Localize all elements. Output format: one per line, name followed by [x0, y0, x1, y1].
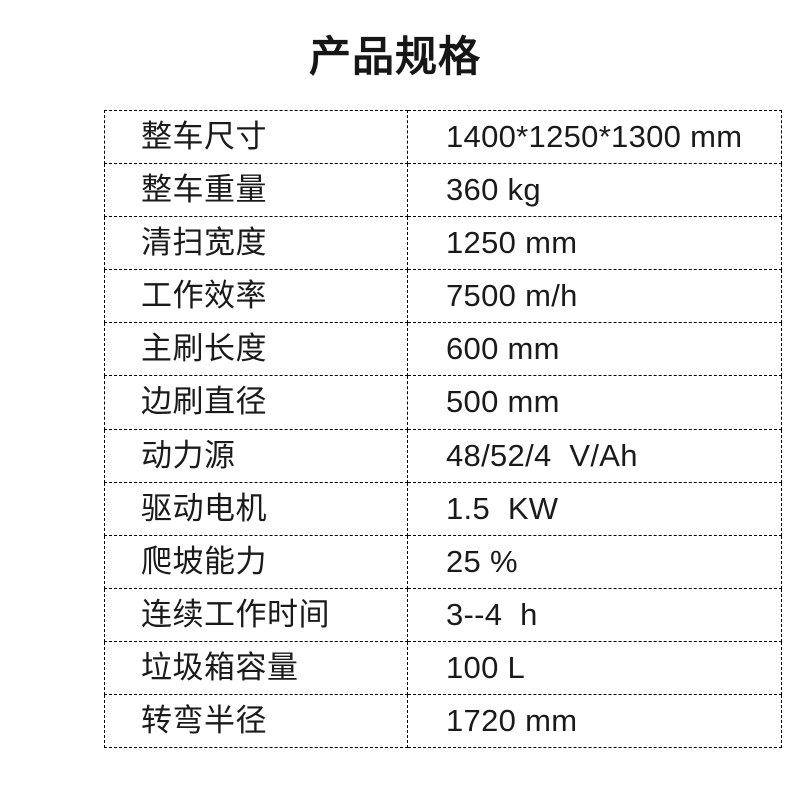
table-row: 垃圾箱容量 100 L [104, 640, 782, 696]
spec-value: 1.5 KW [407, 481, 782, 536]
spec-value: 7500 m/h [407, 269, 782, 324]
spec-value: 1720 mm [407, 694, 782, 749]
spec-label: 清扫宽度 [104, 216, 408, 271]
spec-label: 驱动电机 [104, 481, 408, 536]
table-row: 工作效率 7500 m/h [104, 269, 782, 324]
table-row: 边刷直径 500 mm [104, 375, 782, 430]
spec-label: 转弯半径 [104, 694, 408, 749]
spec-value: 360 kg [407, 163, 782, 218]
table-row: 主刷长度 600 mm [104, 322, 782, 377]
spec-value: 3--4 h [407, 587, 782, 642]
table-row: 驱动电机 1.5 KW [104, 481, 782, 536]
table-row: 动力源 48/52/4 V/Ah [104, 428, 782, 483]
table-row: 连续工作时间 3--4 h [104, 587, 782, 642]
spec-label: 工作效率 [104, 269, 408, 324]
specification-table: 整车尺寸 1400*1250*1300 mm 整车重量 360 kg 清扫宽度 … [104, 109, 782, 749]
spec-label: 爬坡能力 [104, 534, 408, 589]
spec-label: 垃圾箱容量 [104, 640, 408, 696]
spec-label: 主刷长度 [104, 322, 408, 377]
table-row: 整车尺寸 1400*1250*1300 mm [104, 109, 782, 165]
spec-label: 整车重量 [104, 163, 408, 218]
spec-value: 500 mm [407, 375, 782, 430]
table-row: 清扫宽度 1250 mm [104, 216, 782, 271]
spec-value: 100 L [407, 640, 782, 696]
spec-value: 600 mm [407, 322, 782, 377]
table-row: 转弯半径 1720 mm [104, 694, 782, 749]
spec-value: 1400*1250*1300 mm [407, 109, 782, 165]
spec-label: 边刷直径 [104, 375, 408, 430]
spec-value: 1250 mm [407, 216, 782, 271]
page-title: 产品规格 [308, 33, 481, 80]
spec-value: 48/52/4 V/Ah [407, 428, 782, 483]
table-row: 整车重量 360 kg [104, 163, 782, 218]
spec-label: 整车尺寸 [104, 109, 408, 165]
specification-table-body: 整车尺寸 1400*1250*1300 mm 整车重量 360 kg 清扫宽度 … [104, 109, 782, 749]
spec-label: 动力源 [104, 428, 408, 483]
spec-label: 连续工作时间 [104, 587, 408, 642]
spec-value: 25 % [407, 534, 782, 589]
table-row: 爬坡能力 25 % [104, 534, 782, 589]
